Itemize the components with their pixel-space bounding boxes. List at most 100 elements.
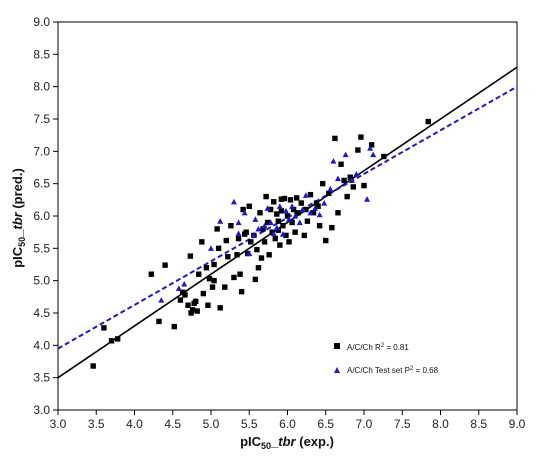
- test-point: [175, 285, 182, 292]
- training-point: [267, 206, 274, 213]
- training-point: [355, 147, 361, 153]
- training-point: [194, 308, 200, 314]
- test-point: [235, 219, 242, 226]
- test-point: [267, 219, 274, 226]
- training-point: [329, 224, 335, 231]
- training-point: [261, 239, 268, 245]
- training-point: [237, 271, 243, 277]
- legend-marker-triangle: [334, 367, 340, 373]
- training-point: [347, 174, 353, 180]
- y-axis-title: pIC50_tbr (pred.): [10, 168, 27, 268]
- training-point: [255, 265, 262, 271]
- training-point: [313, 200, 320, 206]
- training-point: [238, 288, 245, 295]
- test-point: [316, 211, 323, 218]
- training-point: [231, 274, 237, 281]
- y-tick-label: 8.5: [33, 47, 50, 61]
- x-tick-label: 7.5: [394, 417, 411, 431]
- axis-ticks: 3.0 3.5 4.0 4.5 5.0 5.5 6.0 6.5 7.0 7.5 8.0 8.5 9.0 3…: [33, 15, 525, 431]
- y-tick-label: 6.0: [33, 209, 50, 223]
- x-tick-label: 3.5: [88, 417, 105, 431]
- test-point: [252, 216, 259, 222]
- training-point: [278, 196, 285, 202]
- test-point: [235, 230, 242, 237]
- training-point: [234, 252, 240, 258]
- training-point: [287, 197, 294, 203]
- y-tick-label: 5.0: [33, 274, 50, 288]
- training-point: [290, 206, 297, 213]
- training-point: [281, 195, 288, 202]
- training-point: [278, 208, 285, 214]
- test-point: [279, 231, 286, 237]
- training-point: [269, 229, 275, 235]
- training-point: [248, 239, 254, 245]
- training-point: [257, 210, 263, 216]
- test-point: [217, 218, 224, 224]
- training-point: [225, 254, 231, 260]
- training-point: [341, 177, 347, 184]
- training-point: [283, 232, 289, 239]
- y-tick-label: 7.5: [33, 112, 50, 126]
- test-point: [364, 196, 371, 202]
- training-point: [185, 302, 191, 308]
- training-point: [189, 307, 196, 313]
- y-tick-label: 7.0: [33, 144, 50, 158]
- y-tick-label: 4.0: [33, 338, 50, 352]
- fit-lines: [57, 66, 518, 379]
- training-point: [332, 135, 338, 142]
- training-point: [215, 245, 222, 252]
- test-point: [158, 297, 165, 303]
- legend-marker-square: [334, 343, 340, 349]
- training-point: [228, 223, 234, 229]
- x-tick-label: 4.5: [164, 417, 181, 431]
- training-point: [280, 223, 286, 229]
- training-point: [307, 191, 314, 198]
- training-point: [304, 218, 311, 224]
- test-point: [370, 151, 377, 158]
- test-point: [230, 198, 237, 205]
- test-point: [181, 280, 188, 287]
- training-point: [222, 284, 228, 290]
- training-point: [148, 271, 155, 277]
- training-point: [344, 193, 350, 200]
- training-point: [301, 232, 308, 239]
- test-point: [292, 213, 299, 219]
- training-point: [425, 118, 431, 125]
- training-point: [338, 161, 344, 167]
- training-point: [188, 310, 194, 316]
- y-tick-label: 3.0: [33, 403, 50, 417]
- training-point: [156, 318, 162, 325]
- test-point: [255, 225, 262, 232]
- x-tick-label: 3.0: [50, 417, 67, 431]
- training-point: [303, 206, 309, 213]
- test-point: [276, 203, 283, 209]
- training-point: [200, 290, 207, 297]
- training-point: [203, 265, 210, 271]
- test-point: [353, 170, 360, 177]
- training-point: [214, 226, 220, 232]
- training-point: [316, 223, 323, 229]
- test-point: [321, 200, 328, 206]
- training-point: [217, 305, 223, 311]
- training-point: [182, 292, 188, 298]
- training-point: [350, 184, 356, 190]
- training-point: [206, 276, 213, 282]
- training-point: [177, 297, 184, 303]
- training-point: [243, 229, 249, 235]
- y-tick-label: 5.5: [33, 241, 50, 255]
- training-point: [293, 195, 300, 201]
- training-point: [252, 276, 259, 283]
- x-tick-label: 9.0: [509, 417, 526, 431]
- test-point: [299, 206, 306, 213]
- test-point: [330, 158, 337, 164]
- test-point: [342, 151, 349, 158]
- training-point: [292, 229, 298, 235]
- test-point: [307, 209, 314, 216]
- training-point: [266, 252, 272, 258]
- training-point: [271, 199, 277, 205]
- training-point: [274, 211, 280, 217]
- training-point: [196, 271, 202, 277]
- training-point: [319, 180, 326, 187]
- training-point: [209, 284, 216, 290]
